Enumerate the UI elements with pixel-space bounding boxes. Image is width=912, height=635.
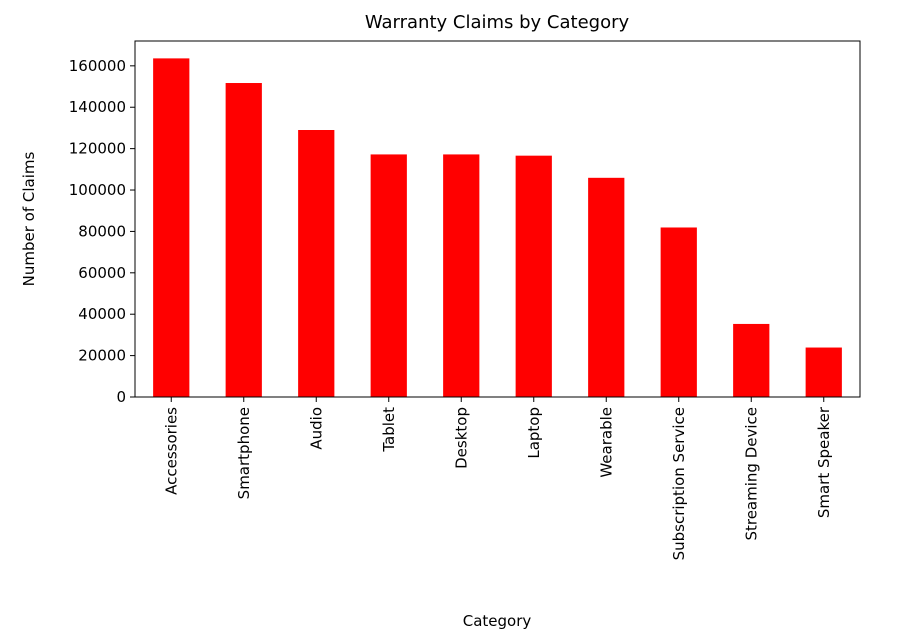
y-tick-label: 0 xyxy=(116,388,126,406)
bars xyxy=(153,58,842,397)
x-tick-label: Wearable xyxy=(597,407,615,478)
y-tick-label: 40000 xyxy=(78,305,126,323)
bar xyxy=(660,227,697,397)
x-tick-label: Desktop xyxy=(452,407,470,469)
bar xyxy=(515,155,552,397)
bar xyxy=(370,154,407,397)
plot-frame xyxy=(134,40,861,398)
y-tick-label: 140000 xyxy=(69,98,126,116)
bar xyxy=(443,154,480,397)
x-tick-label: Accessories xyxy=(162,407,180,495)
y-tick-label: 120000 xyxy=(69,140,126,158)
bar xyxy=(733,323,770,397)
y-tick-label: 60000 xyxy=(78,264,126,282)
y-tick-label: 100000 xyxy=(69,181,126,199)
y-tick-label: 80000 xyxy=(78,222,126,240)
x-axis: Accessories Smartphone Audio Tablet Desktop L… xyxy=(162,397,833,560)
x-tick-label: Subscription Service xyxy=(670,407,688,560)
bar xyxy=(153,58,190,397)
bar xyxy=(805,347,842,397)
bar xyxy=(588,177,625,397)
bar xyxy=(225,83,262,397)
x-tick-label: Audio xyxy=(307,407,325,450)
x-axis-label: Category xyxy=(463,612,532,630)
y-axis-label: Number of Claims xyxy=(20,151,38,286)
x-tick-label: Streaming Device xyxy=(742,407,760,541)
y-axis: 0 20000 40000 60000 80000 100000 120000 140000 1… xyxy=(69,57,135,406)
y-tick-label: 20000 xyxy=(78,347,126,365)
x-tick-label: Tablet xyxy=(380,407,398,453)
bar xyxy=(298,130,335,397)
chart-title: Warranty Claims by Category xyxy=(365,12,630,33)
y-tick-label: 160000 xyxy=(69,57,126,75)
x-tick-label: Smart Speaker xyxy=(815,406,833,518)
x-tick-label: Smartphone xyxy=(235,407,253,499)
x-tick-label: Laptop xyxy=(525,407,543,459)
